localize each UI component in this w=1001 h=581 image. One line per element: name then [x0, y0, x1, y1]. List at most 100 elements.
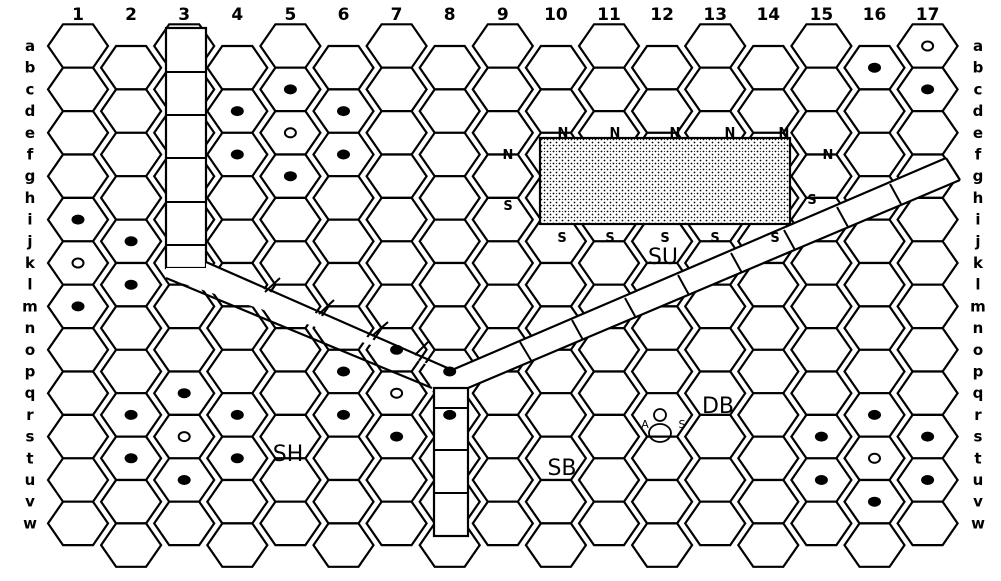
hex-cell [471, 457, 535, 503]
column-label: 9 [497, 5, 509, 25]
row-label: i [27, 211, 32, 229]
hex-cell [365, 283, 428, 330]
road-right [451, 156, 961, 390]
row-label: b [973, 59, 984, 77]
column-label: 1 [72, 5, 84, 25]
hex-cell [790, 370, 853, 416]
hex-cell [365, 109, 428, 156]
hex-cell [99, 348, 163, 395]
south-labels: S S S S S S S [503, 193, 816, 246]
solid-marker [921, 431, 935, 442]
hex-cell [524, 218, 588, 265]
open-marker [868, 452, 881, 464]
row-label: i [975, 211, 980, 229]
solid-marker [283, 171, 297, 182]
hex-cell [736, 392, 800, 438]
hex-cell [46, 327, 110, 373]
hex-cell [524, 522, 588, 568]
svg-text:N: N [779, 126, 790, 141]
svg-text:S: S [770, 231, 779, 246]
solid-marker [230, 149, 244, 160]
hex-cell [896, 283, 959, 330]
hex-cell [46, 370, 110, 416]
hex-cell [736, 435, 800, 482]
solid-marker [921, 84, 935, 95]
row-label: r [26, 406, 34, 424]
solid-marker [337, 409, 350, 420]
row-label: g [25, 167, 36, 185]
hex-cell [630, 44, 694, 91]
svg-text:N: N [725, 126, 736, 141]
hex-cell [843, 348, 906, 395]
hex-cell [630, 348, 694, 395]
hex-cell [790, 153, 853, 199]
row-label: o [973, 341, 983, 359]
row-label: m [970, 297, 986, 315]
row-label: d [973, 102, 984, 120]
hex-cell [524, 44, 588, 91]
north-labels: N N N N N N N [503, 126, 834, 163]
solid-marker [337, 149, 350, 160]
svg-text:S: S [710, 231, 719, 246]
hex-cell [46, 413, 110, 460]
row-label: j [974, 232, 980, 250]
hex-cell [99, 44, 163, 91]
hex-cell [790, 500, 853, 547]
open-marker [177, 431, 191, 443]
zone-label-sb: SB [547, 456, 576, 481]
hex-cell [577, 500, 641, 547]
solid-marker [124, 409, 138, 420]
hex-cell [790, 327, 853, 373]
hex-cell [205, 305, 269, 351]
solid-marker [868, 62, 881, 73]
row-label: r [974, 406, 982, 424]
row-label: h [973, 189, 984, 207]
row-label: g [973, 167, 984, 185]
hex-cell [365, 23, 428, 69]
hex-cell [736, 478, 800, 525]
row-label: a [973, 37, 983, 55]
row-label: o [25, 341, 35, 359]
hex-cell [683, 66, 747, 113]
hex-cell [259, 500, 322, 547]
hex-cell [205, 478, 269, 525]
figure-marker: A S [641, 408, 686, 443]
solid-marker [177, 475, 191, 485]
svg-text:S: S [660, 231, 669, 246]
row-label: p [973, 363, 984, 381]
hex-cell [630, 522, 694, 568]
solid-marker [230, 409, 244, 420]
open-marker [71, 257, 85, 269]
hex-cell [312, 261, 375, 308]
column-label: 17 [916, 5, 940, 25]
solid-marker [337, 366, 350, 377]
row-label: p [25, 363, 36, 381]
hex-cell [99, 175, 163, 221]
row-label: l [27, 276, 32, 294]
hex-cell [524, 392, 588, 438]
solid-marker [283, 84, 297, 95]
hex-cell [736, 348, 800, 395]
hex-cell [471, 283, 535, 330]
open-marker [283, 127, 297, 139]
hex-cell [524, 478, 588, 525]
solid-marker [124, 279, 138, 290]
zone-label-su: SU [648, 245, 678, 270]
solid-marker [868, 496, 881, 507]
column-label: 12 [650, 5, 674, 25]
hex-cell [683, 327, 747, 373]
hex-cell [418, 131, 482, 178]
hex-cell [896, 500, 959, 547]
row-label: q [25, 384, 36, 402]
row-label: m [22, 297, 38, 315]
svg-text:N: N [558, 126, 569, 141]
hex-cell [471, 23, 535, 69]
hex-cell [46, 66, 110, 113]
row-label: t [974, 449, 981, 467]
svg-text:S: S [679, 418, 686, 431]
hex-cell [46, 457, 110, 503]
row-label: q [973, 384, 984, 402]
row-label: e [973, 124, 983, 142]
column-label: 16 [863, 5, 887, 25]
